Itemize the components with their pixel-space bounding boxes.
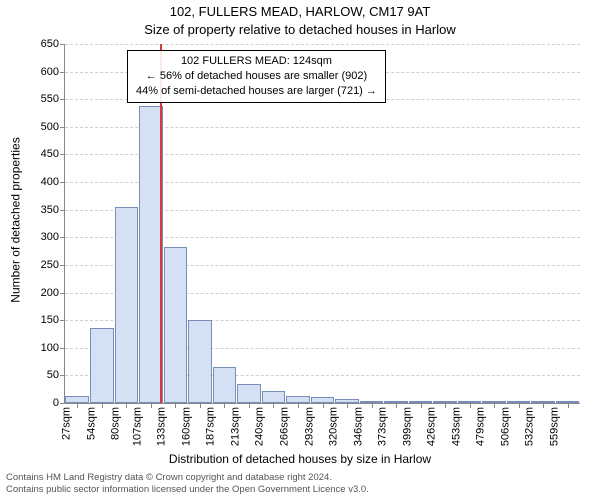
xtick-label: 266sqm: [278, 407, 290, 446]
xtick-mark: [323, 403, 324, 408]
xtick-label: 133sqm: [156, 407, 168, 446]
ytick-label: 650: [41, 38, 65, 50]
xtick-mark: [396, 403, 397, 408]
xtick-label: 187sqm: [205, 407, 217, 446]
chart-title-2: Size of property relative to detached ho…: [0, 22, 600, 37]
xtick-mark: [175, 403, 176, 408]
histogram-bar: [164, 247, 188, 403]
ytick-label: 500: [41, 121, 65, 133]
xtick-mark: [519, 403, 520, 408]
chart-title-1: 102, FULLERS MEAD, HARLOW, CM17 9AT: [0, 4, 600, 19]
xtick-mark: [102, 403, 103, 408]
ytick-label: 400: [41, 176, 65, 188]
xtick-mark: [568, 403, 569, 408]
xtick-mark: [421, 403, 422, 408]
xtick-label: 320sqm: [327, 407, 339, 446]
xtick-label: 293sqm: [303, 407, 315, 446]
histogram-bar: [213, 367, 237, 403]
annotation-box: 102 FULLERS MEAD: 124sqm ← 56% of detach…: [127, 50, 386, 103]
xtick-mark: [151, 403, 152, 408]
xtick-label: 240sqm: [254, 407, 266, 446]
xtick-label: 54sqm: [85, 407, 97, 440]
xtick-mark: [249, 403, 250, 408]
xtick-mark: [445, 403, 446, 408]
xtick-label: 399sqm: [401, 407, 413, 446]
xtick-mark: [224, 403, 225, 408]
figure: 102, FULLERS MEAD, HARLOW, CM17 9AT Size…: [0, 0, 600, 500]
xtick-mark: [470, 403, 471, 408]
ytick-label: 250: [41, 259, 65, 271]
xtick-mark: [273, 403, 274, 408]
y-axis-label: Number of detached properties: [6, 0, 26, 440]
ytick-label: 300: [41, 231, 65, 243]
histogram-bar: [286, 396, 310, 403]
credits-line-2: Contains public sector information licen…: [6, 484, 369, 496]
ytick-label: 200: [41, 287, 65, 299]
ytick-label: 350: [41, 204, 65, 216]
histogram-bar: [115, 207, 139, 403]
xtick-label: 80sqm: [110, 407, 122, 440]
ytick-label: 550: [41, 93, 65, 105]
plot-area: 0501001502002503003504004505005506006502…: [64, 44, 580, 404]
histogram-bar: [139, 106, 163, 403]
annotation-line-3: 44% of semi-detached houses are larger (…: [136, 84, 377, 99]
xtick-label: 532sqm: [524, 407, 536, 446]
histogram-bar: [65, 396, 89, 403]
xtick-label: 453sqm: [450, 407, 462, 446]
xtick-label: 27sqm: [61, 407, 73, 440]
xtick-label: 373sqm: [376, 407, 388, 446]
xtick-mark: [126, 403, 127, 408]
credits-line-1: Contains HM Land Registry data © Crown c…: [6, 472, 369, 484]
annotation-line-1: 102 FULLERS MEAD: 124sqm: [136, 54, 377, 69]
histogram-bar: [237, 384, 261, 403]
xtick-mark: [347, 403, 348, 408]
ytick-label: 450: [41, 148, 65, 160]
xtick-mark: [200, 403, 201, 408]
xtick-label: 213sqm: [229, 407, 241, 446]
xtick-label: 559sqm: [548, 407, 560, 446]
xtick-label: 479sqm: [475, 407, 487, 446]
ytick-label: 100: [41, 342, 65, 354]
xtick-mark: [372, 403, 373, 408]
xtick-mark: [298, 403, 299, 408]
annotation-line-2: ← 56% of detached houses are smaller (90…: [136, 69, 377, 84]
xtick-mark: [543, 403, 544, 408]
xtick-mark: [494, 403, 495, 408]
xtick-label: 160sqm: [180, 407, 192, 446]
xtick-label: 506sqm: [499, 407, 511, 446]
ytick-label: 600: [41, 66, 65, 78]
ytick-label: 150: [41, 314, 65, 326]
credits: Contains HM Land Registry data © Crown c…: [6, 472, 369, 496]
histogram-bar: [90, 328, 114, 403]
histogram-bar: [262, 391, 286, 403]
xtick-label: 107sqm: [131, 407, 143, 446]
histogram-bar: [188, 320, 212, 403]
x-axis-label: Distribution of detached houses by size …: [0, 452, 600, 466]
y-axis-label-text: Number of detached properties: [9, 137, 23, 302]
gridline: [65, 44, 580, 45]
ytick-label: 50: [47, 369, 65, 381]
xtick-mark: [77, 403, 78, 408]
xtick-label: 346sqm: [352, 407, 364, 446]
xtick-label: 426sqm: [426, 407, 438, 446]
